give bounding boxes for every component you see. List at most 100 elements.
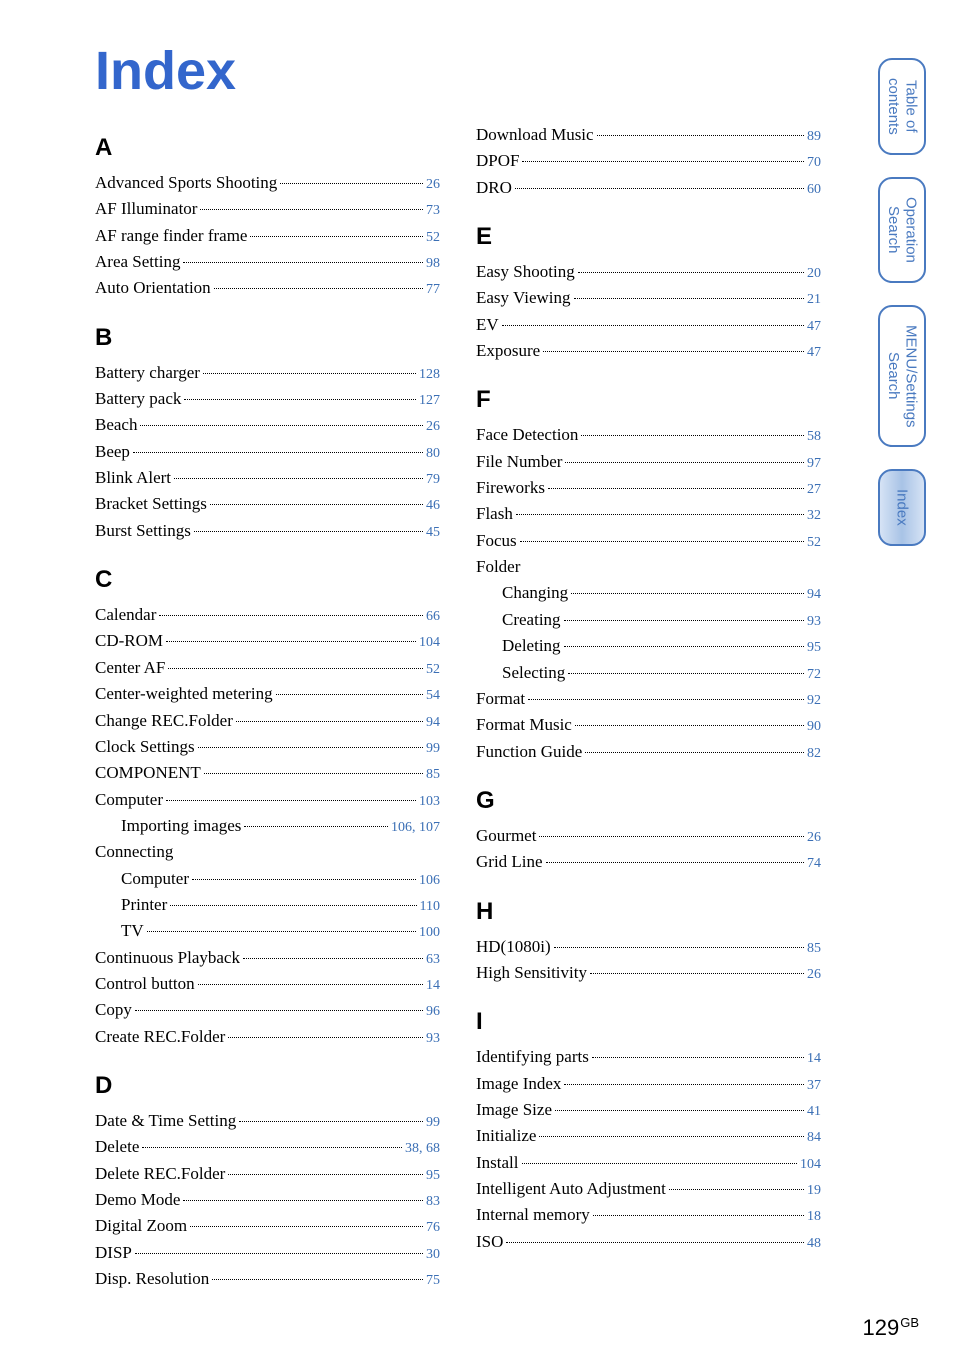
index-entry: Internal memory18	[476, 1202, 821, 1228]
page-link[interactable]: 30	[426, 1247, 440, 1262]
page-link[interactable]: 74	[807, 856, 821, 871]
page-link[interactable]: 93	[426, 1031, 440, 1046]
page-link[interactable]: 100	[419, 925, 440, 940]
page-link[interactable]: 54	[426, 688, 440, 703]
page-link[interactable]: 92	[807, 693, 821, 708]
section-letter: F	[476, 386, 821, 414]
entry-pages: 95	[807, 637, 821, 659]
page-link[interactable]: 96	[426, 1004, 440, 1019]
page-link[interactable]: 20	[807, 266, 821, 281]
page-link[interactable]: 104	[800, 1157, 821, 1172]
entry-label: Disp. Resolution	[95, 1266, 209, 1292]
side-tab[interactable]: Operation Search	[878, 177, 926, 283]
page-link[interactable]: 80	[426, 446, 440, 461]
page-link[interactable]: 46	[426, 498, 440, 513]
side-tab[interactable]: MENU/Settings Search	[878, 305, 926, 448]
page-link[interactable]: 27	[807, 482, 821, 497]
page-link[interactable]: 98	[426, 256, 440, 271]
page-link[interactable]: 83	[426, 1194, 440, 1209]
page-link[interactable]: 107	[419, 820, 440, 835]
page-link[interactable]: 26	[807, 830, 821, 845]
page-link[interactable]: 48	[807, 1236, 821, 1251]
page-link[interactable]: 79	[426, 472, 440, 487]
page-link[interactable]: 73	[426, 203, 440, 218]
page-link[interactable]: 14	[426, 978, 440, 993]
page-link[interactable]: 70	[807, 155, 821, 170]
page-link[interactable]: 60	[807, 182, 821, 197]
page-link[interactable]: 41	[807, 1104, 821, 1119]
entry-label: Computer	[121, 866, 189, 892]
page-link[interactable]: 32	[807, 508, 821, 523]
page-link[interactable]: 94	[426, 715, 440, 730]
entry-pages: 75	[426, 1270, 440, 1292]
index-entry: Printer110	[95, 892, 440, 918]
page-link[interactable]: 106	[419, 873, 440, 888]
page-link[interactable]: 84	[807, 1130, 821, 1145]
index-entry: Blink Alert79	[95, 465, 440, 491]
page-link[interactable]: 47	[807, 319, 821, 334]
leader-dots	[174, 478, 423, 479]
page-link[interactable]: 76	[426, 1220, 440, 1235]
page-link[interactable]: 97	[807, 456, 821, 471]
page-link[interactable]: 128	[419, 367, 440, 382]
page-link[interactable]: 52	[426, 230, 440, 245]
page-link[interactable]: 85	[426, 767, 440, 782]
page-link[interactable]: 77	[426, 282, 440, 297]
page-link[interactable]: 106	[391, 820, 412, 835]
entry-label: Battery pack	[95, 386, 181, 412]
page-link[interactable]: 68	[426, 1141, 440, 1156]
entry-label: ISO	[476, 1229, 503, 1255]
page-link[interactable]: 94	[807, 587, 821, 602]
page-link[interactable]: 95	[807, 640, 821, 655]
page-link[interactable]: 58	[807, 429, 821, 444]
page-link[interactable]: 127	[419, 393, 440, 408]
page-link[interactable]: 66	[426, 609, 440, 624]
page-link[interactable]: 63	[426, 952, 440, 967]
leader-dots	[520, 541, 804, 542]
page-link[interactable]: 38	[405, 1141, 419, 1156]
page-link[interactable]: 26	[426, 419, 440, 434]
entry-label: Image Index	[476, 1071, 561, 1097]
page-link[interactable]: 72	[807, 667, 821, 682]
index-entry: Beach26	[95, 412, 440, 438]
leader-dots	[564, 1084, 804, 1085]
entry-label: Deleting	[502, 633, 561, 659]
page-link[interactable]: 37	[807, 1078, 821, 1093]
page-link[interactable]: 52	[426, 662, 440, 677]
page-link[interactable]: 89	[807, 129, 821, 144]
page-link[interactable]: 104	[419, 635, 440, 650]
page-link[interactable]: 75	[426, 1273, 440, 1288]
page-link[interactable]: 82	[807, 746, 821, 761]
page-link[interactable]: 110	[420, 899, 440, 914]
entry-pages: 63	[426, 949, 440, 971]
entry-pages: 89	[807, 126, 821, 148]
page-link[interactable]: 99	[426, 1115, 440, 1130]
page-link[interactable]: 45	[426, 525, 440, 540]
section-letter: A	[95, 134, 440, 162]
leader-dots	[554, 947, 804, 948]
entry-label: Auto Orientation	[95, 275, 211, 301]
index-entry: DISP30	[95, 1240, 440, 1266]
page-link[interactable]: 26	[426, 177, 440, 192]
leader-dots	[194, 531, 423, 532]
page-link[interactable]: 21	[807, 292, 821, 307]
page-link[interactable]: 52	[807, 535, 821, 550]
page-link[interactable]: 90	[807, 719, 821, 734]
page-link[interactable]: 99	[426, 741, 440, 756]
page-link[interactable]: 95	[426, 1168, 440, 1183]
leader-dots	[574, 298, 804, 299]
page-link[interactable]: 18	[807, 1209, 821, 1224]
side-tab[interactable]: Table of contents	[878, 58, 926, 155]
index-entry: Computer103	[95, 787, 440, 813]
page-link[interactable]: 14	[807, 1051, 821, 1066]
page-link[interactable]: 103	[419, 794, 440, 809]
page-link[interactable]: 85	[807, 941, 821, 956]
page-link[interactable]: 19	[807, 1183, 821, 1198]
index-entry: Create REC.Folder93	[95, 1024, 440, 1050]
side-tab[interactable]: Index	[878, 469, 926, 546]
page-link[interactable]: 26	[807, 967, 821, 982]
entry-pages: 80	[426, 443, 440, 465]
page-link[interactable]: 47	[807, 345, 821, 360]
page-link[interactable]: 93	[807, 614, 821, 629]
entry-label: Initialize	[476, 1123, 536, 1149]
